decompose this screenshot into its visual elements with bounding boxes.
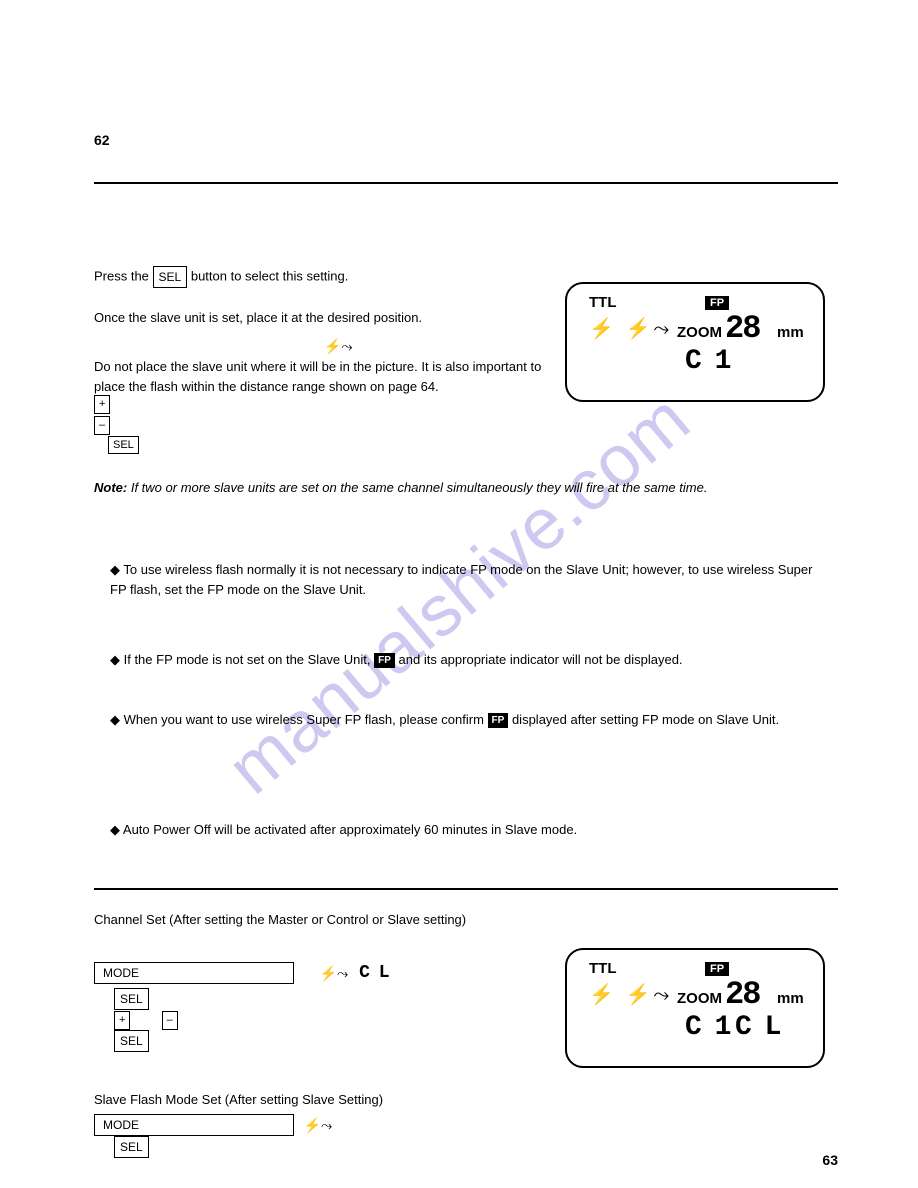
lcd2-mm: mm [777,990,804,1007]
text-no-picture: Do not place the slave unit where it wil… [94,359,418,374]
plus-button: + [94,395,110,414]
lcd2-zoom-label: ZOOM [677,990,722,1007]
bolt-icon-2: ⚡⤳ [320,963,349,984]
lcd2-zoom-val: 28 [725,976,759,1013]
sel-button-inline: SEL [153,266,188,288]
bullet-4: ◆ Auto Power Off will be activated after… [110,820,830,840]
lcd2-cl: C L [735,1012,779,1043]
sel-button-small: SEL [108,436,139,455]
bullet-4-text: Auto Power Off will be activated after a… [123,822,577,837]
mode-wide-button-1: MODE [94,962,294,984]
bullet-1: ◆ To use wireless flash normally it is n… [110,560,830,599]
bolt-icon-inline: ⚡⤳ [324,336,353,357]
paragraph-place-slave: Once the slave unit is set, place it at … [94,308,544,328]
bullet-2b: and its appropriate indicator will not b… [399,652,683,667]
channel-steps: MODE ⚡⤳ C L [94,960,554,987]
lcd1-fp: FP [705,296,729,310]
paragraph-range: ⚡⤳ Do not place the slave unit where it … [94,336,544,396]
bolt-icon-3: ⚡⤳ [304,1115,333,1136]
fp-badge-inline-2: FP [488,713,509,728]
lcd1-c1: C 1 [685,346,729,377]
text-to-select: button to select this setting. [191,268,349,283]
sel-btn-3: SEL [114,1030,149,1052]
lcd1-zoom-val: 28 [725,310,759,347]
bullet-2: ◆ If the FP mode is not set on the Slave… [110,650,830,670]
lcd2-fp: FP [705,962,729,976]
page-number-bottom: 63 [822,1152,838,1168]
lcd1-bolts-icon: ⚡ ⚡⤳ [589,316,672,341]
button-group-plus-minus: + – SEL [94,394,154,454]
sel-btn-2: SEL [114,988,149,1010]
channel-step-text: SEL + – SEL [114,988,554,1052]
lcd2-c1: C 1 [685,1012,729,1043]
paragraph-press-sel: Press the SEL button to select this sett… [94,266,544,288]
slave-mode-steps: MODE ⚡⤳ SEL [94,1114,554,1158]
heading-slave-flash-mode: Slave Flash Mode Set (After setting Slav… [94,1090,554,1110]
bullet-1-text: To use wireless flash normally it is not… [110,562,812,597]
note-body: If two or more slave units are set on th… [131,480,708,495]
cl-seg-1: C L [359,963,388,983]
lcd2-bolts-icon: ⚡ ⚡⤳ [589,982,672,1007]
lcd-display-2: TTL FP ⚡ ⚡⤳ ZOOM 28 mm C 1 C L [565,948,825,1068]
bullet-3a: When you want to use wireless Super FP f… [124,712,488,727]
note-block: Note: If two or more slave units are set… [94,478,834,498]
minus-btn-2: – [162,1011,178,1030]
page-number-top: 62 [94,132,110,148]
bullet-3: ◆ When you want to use wireless Super FP… [110,710,830,730]
lcd1-zoom-label: ZOOM [677,324,722,341]
bullet-2a: If the FP mode is not set on the Slave U… [124,652,375,667]
minus-button: – [94,416,110,435]
lcd1-ttl: TTL [589,294,617,311]
lcd2-ttl: TTL [589,960,617,977]
section-divider-1 [94,182,838,184]
lcd1-mm: mm [777,324,804,341]
bullet-3b: displayed after setting FP mode on Slave… [512,712,779,727]
sel-btn-4: SEL [114,1136,149,1158]
lcd-display-1: TTL FP ⚡ ⚡⤳ ZOOM 28 mm C 1 [565,282,825,402]
text-press: Press the [94,268,153,283]
fp-badge-inline-1: FP [374,653,395,668]
heading-channel-set: Channel Set (After setting the Master or… [94,910,654,930]
note-label: Note: [94,480,127,495]
mode-wide-button-2: MODE [94,1114,294,1136]
section-divider-2 [94,888,838,890]
plus-btn-2: + [114,1011,130,1030]
